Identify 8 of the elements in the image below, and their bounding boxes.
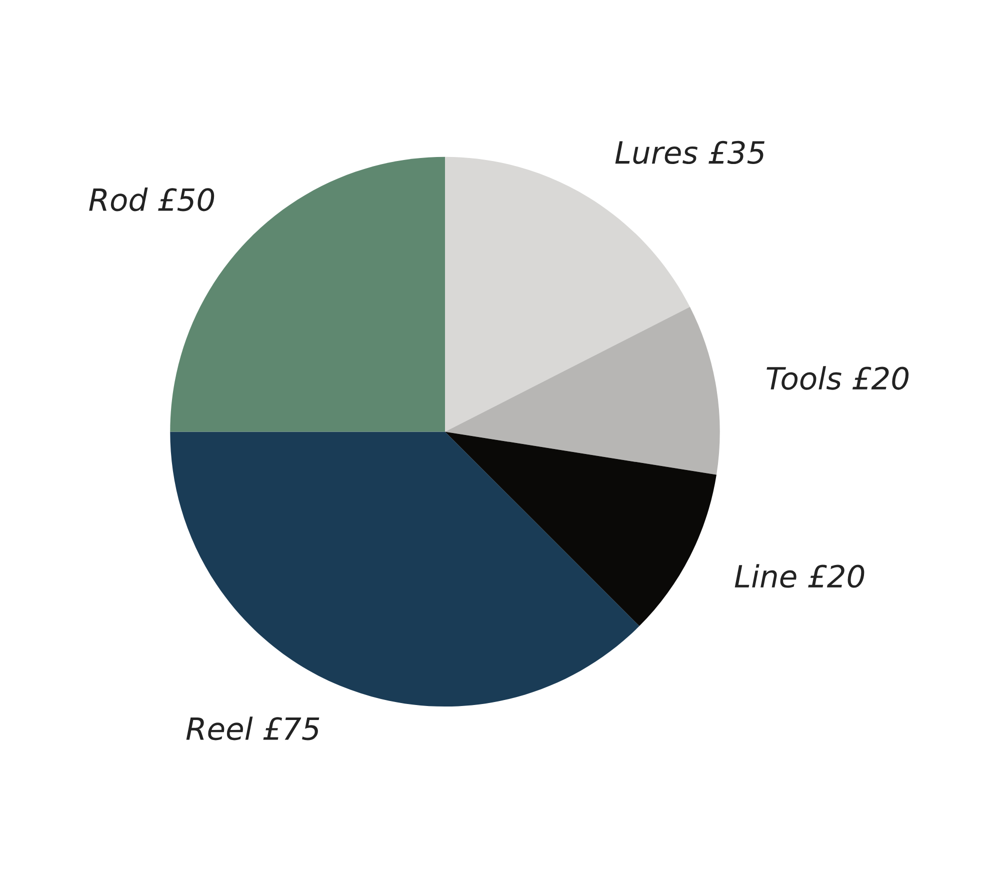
slice-label: Rod £50 (89, 188, 214, 212)
pie-slice (445, 306, 720, 475)
slice-label: Reel £75 (186, 716, 320, 740)
pie-slice (445, 432, 716, 626)
pie-slice (170, 432, 640, 707)
slice-label: Lures £35 (615, 140, 764, 164)
slice-label: Tools £20 (766, 366, 909, 390)
slice-label: Line £20 (734, 564, 864, 588)
